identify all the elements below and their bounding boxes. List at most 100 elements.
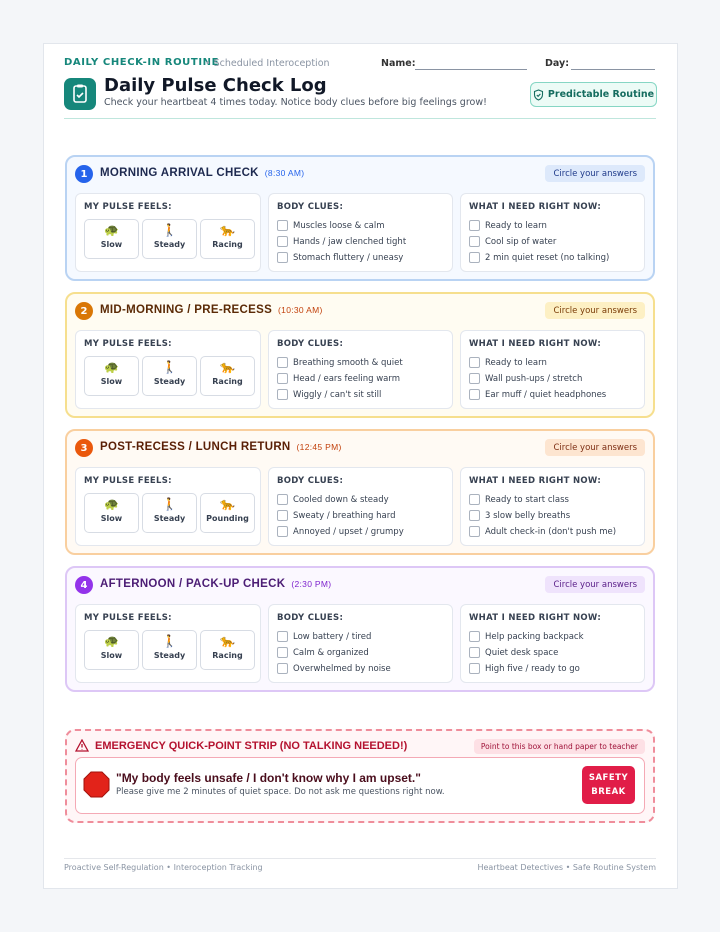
body-clue: Head / ears feeling warm [277,373,400,384]
need-option-text: 2 min quiet reset (no talking) [485,252,610,263]
checkbox[interactable] [277,647,288,658]
need-option-panel: WHAT I NEED RIGHT NOW: Ready to start cla… [460,467,645,546]
pulse-text: Slow [100,651,123,660]
body-clue-panel: BODY CLUES: Cooled down & steady Sweaty / … [268,467,453,546]
routine-label: DAILY CHECK-IN ROUTINE [64,57,220,68]
pulse-label: MY PULSE FEELS: [84,613,172,623]
pulse-icon: 🐆 [220,634,235,648]
checkbox[interactable] [469,236,480,247]
need-option: 2 min quiet reset (no talking) [469,252,609,263]
checkbox[interactable] [469,357,480,368]
checkbox[interactable] [277,494,288,505]
checkbox[interactable] [469,510,480,521]
pulse-option[interactable]: 🐢 Slow [84,630,139,670]
pulse-option[interactable]: 🐢 Slow [84,493,139,533]
body-clue: Breathing smooth & quiet [277,357,403,368]
pulse-option[interactable]: 🐆 Pounding [200,493,255,533]
pulse-option[interactable]: 🐆 Racing [200,356,255,396]
body-clue-panel: BODY CLUES: Muscles loose & calm Hands / j… [268,193,453,272]
body-clue-text: Muscles loose & calm [293,220,385,231]
pulse-text: Slow [100,240,123,249]
pulse-panel: MY PULSE FEELS: 🐢 Slow 🚶 Steady 🐆 Pounding [75,467,261,546]
pulse-option[interactable]: 🚶 Steady [142,219,197,259]
pulse-option[interactable]: 🚶 Steady [142,630,197,670]
checkbox[interactable] [277,510,288,521]
checkbox[interactable] [469,220,480,231]
pulse-text: Steady [153,514,186,523]
check-section: 3 POST-RECESS / LUNCH RETURN (12:45 PM) Cir… [65,429,655,555]
button-text: SAFETY BREAK [588,773,629,797]
body-clue-text: Overwhelmed by noise [293,663,391,674]
pulse-icon: 🐢 [104,223,119,237]
pulse-icon: 🐢 [104,497,119,511]
need-option: Help packing backpack [469,631,584,642]
pulse-text: Steady [153,240,186,249]
need-option-text: Ready to learn [485,357,547,368]
need-option-text: Cool sip of water [485,236,557,247]
emergency-box: "My body feels unsafe / I don't know why… [75,757,645,814]
need-option-panel: WHAT I NEED RIGHT NOW: Help packing backp… [460,604,645,683]
pulse-icon: 🚶 [162,360,177,374]
checkbox[interactable] [277,389,288,400]
body-clue-label: BODY CLUES: [277,476,344,486]
section-number: 3 [75,439,93,457]
body-clue-text: Head / ears feeling warm [293,373,401,384]
need-option: Ear muff / quiet headphones [469,389,606,400]
name-line[interactable] [415,69,527,70]
section-number: 1 [75,165,93,183]
circle-prompt: Circle your answers [545,576,645,593]
emergency-request: Please give me 2 minutes of quiet space.… [116,787,445,797]
emergency-quote: "My body feels unsafe / I don't know why… [116,771,421,785]
pulse-text: Racing [212,377,243,386]
checkbox[interactable] [277,220,288,231]
section-time: (2:30 PM) [291,579,332,589]
need-option-label: WHAT I NEED RIGHT NOW: [469,476,602,486]
safety-break-button[interactable]: SAFETY BREAK [582,766,635,804]
body-clue-label: BODY CLUES: [277,202,344,212]
pulse-text: Slow [100,514,123,523]
checkbox[interactable] [469,389,480,400]
pulse-option[interactable]: 🐢 Slow [84,356,139,396]
body-clue-text: Low battery / tired [293,631,372,642]
need-option-text: Ready to learn [485,220,547,231]
need-option: Adult check-in (don't push me) [469,526,616,537]
need-option-text: 3 slow belly breaths [485,510,571,521]
need-option-label: WHAT I NEED RIGHT NOW: [469,613,602,623]
checkbox[interactable] [469,631,480,642]
checkbox[interactable] [277,373,288,384]
checkbox[interactable] [277,252,288,263]
checkbox[interactable] [277,357,288,368]
checkbox[interactable] [277,631,288,642]
footer-right: Heartbeat Detectives • Safe Routine Syst… [477,863,656,872]
need-option: Ready to start class [469,494,569,505]
checkbox[interactable] [469,252,480,263]
checkbox[interactable] [277,236,288,247]
checkbox[interactable] [469,647,480,658]
section-title-row: MID-MORNING / PRE-RECESS (10:30 AM) [100,304,323,316]
pulse-option[interactable]: 🐆 Racing [200,219,255,259]
pulse-option[interactable]: 🐢 Slow [84,219,139,259]
pulse-text: Racing [212,240,243,249]
body-clue-text: Breathing smooth & quiet [293,357,403,368]
pulse-text: Racing [212,651,243,660]
circle-prompt: Circle your answers [545,439,645,456]
pulse-text: Slow [100,377,123,386]
checkbox[interactable] [469,663,480,674]
need-option: 3 slow belly breaths [469,510,570,521]
checkbox[interactable] [469,526,480,537]
pulse-option[interactable]: 🚶 Steady [142,493,197,533]
pulse-option[interactable]: 🚶 Steady [142,356,197,396]
checkbox[interactable] [469,373,480,384]
need-option-panel: WHAT I NEED RIGHT NOW: Ready to learn Wall… [460,330,645,409]
checkbox[interactable] [469,494,480,505]
badge-text: Predictable Routine [547,89,655,100]
checkbox[interactable] [277,526,288,537]
pulse-option[interactable]: 🐆 Racing [200,630,255,670]
divider [64,118,656,119]
day-line[interactable] [571,69,655,70]
section-time: (10:30 AM) [278,305,323,315]
body-clue-text: Calm & organized [293,647,369,658]
check-section: 1 MORNING ARRIVAL CHECK (8:30 AM) Circle yo… [65,155,655,281]
checkbox[interactable] [277,663,288,674]
body-clue: Sweaty / breathing hard [277,510,395,521]
